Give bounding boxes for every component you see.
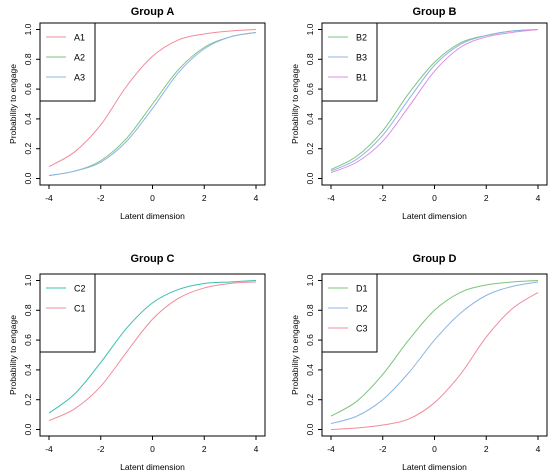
series-line-C3 (330, 291, 539, 431)
y-tick-label: 0.8 (23, 53, 33, 65)
y-tick-label: 1.0 (305, 274, 315, 286)
x-tick-label: -4 (327, 444, 335, 454)
y-tick-label: 0.4 (305, 364, 315, 376)
chart-title: Group A (131, 6, 175, 18)
y-tick-label: 0.0 (305, 423, 315, 435)
series-line-B1 (330, 28, 539, 174)
y-tick-label: 0.2 (305, 143, 315, 155)
x-tick-label: -4 (45, 444, 53, 454)
chart-panel-4: Group D -4 -2 0 2 4 0.0 0.2 0.4 0.6 0.8 1.0 Latent d… (290, 253, 548, 472)
y-tick-label: 0.8 (305, 53, 315, 65)
y-tick-label: 1.0 (23, 274, 33, 286)
x-tick-label: -2 (379, 193, 387, 203)
chart-title: Group C (131, 253, 175, 265)
legend-label: C2 (74, 284, 86, 294)
chart-panel-2: Group B -4 -2 0 2 4 0.0 0.2 0.4 0.6 0.8 1.0 Latent d… (290, 6, 548, 221)
chart-title: Group D (413, 253, 457, 265)
x-tick-label: 4 (536, 444, 541, 454)
x-axis-label: Latent dimension (120, 211, 185, 221)
legend-label: A1 (74, 33, 85, 43)
legend-label: B1 (356, 73, 367, 83)
y-tick-label: 0.4 (23, 113, 33, 125)
x-tick-label: 0 (150, 444, 155, 454)
chart-title: Group B (413, 6, 457, 18)
y-tick-label: 1.0 (305, 23, 315, 35)
x-tick-label: 4 (254, 444, 259, 454)
x-tick-label: -2 (379, 444, 387, 454)
y-tick-label: 0.6 (23, 334, 33, 346)
y-tick-label: 0.0 (23, 423, 33, 435)
legend: D1 D2 C3 (321, 273, 378, 353)
x-tick-label: -2 (97, 444, 105, 454)
series-line-C1 (48, 281, 257, 422)
legend-label: C1 (74, 304, 86, 314)
y-tick-label: 0.0 (305, 172, 315, 184)
legend-label: B3 (356, 53, 367, 63)
x-tick-label: 0 (150, 193, 155, 203)
chart-panel-1: Group A -4 -2 0 2 4 0.0 0.2 0.4 0.6 0.8 1.0 Latent d… (8, 6, 266, 221)
x-axis-label: Latent dimension (402, 211, 467, 221)
legend-box (39, 273, 96, 353)
y-axis-label: Probability to engage (8, 315, 18, 395)
y-axis-label: Probability to engage (290, 315, 300, 395)
series-line-A3 (48, 31, 257, 177)
y-tick-label: 0.4 (305, 113, 315, 125)
y-tick-label: 0.0 (23, 172, 33, 184)
x-tick-label: 4 (254, 193, 259, 203)
x-axis-label: Latent dimension (402, 462, 467, 472)
y-axis-label: Probability to engage (8, 64, 18, 144)
legend-label: D2 (356, 304, 368, 314)
series-line-A1 (48, 28, 257, 168)
legend: A1 A2 A3 (39, 22, 96, 102)
chart-panel-3: Group C -4 -2 0 2 4 0.0 0.2 0.4 0.6 0.8 1.0 Latent d… (8, 253, 266, 472)
legend-box (321, 22, 378, 102)
y-tick-label: 0.8 (305, 304, 315, 316)
x-tick-label: -2 (97, 193, 105, 203)
x-tick-label: 0 (432, 444, 437, 454)
legend-label: A3 (74, 73, 85, 83)
x-axis-label: Latent dimension (120, 462, 185, 472)
legend-label: D1 (356, 284, 368, 294)
y-tick-label: 0.6 (305, 83, 315, 95)
legend-label: A2 (74, 53, 85, 63)
y-tick-label: 0.6 (23, 83, 33, 95)
x-tick-label: 2 (202, 444, 207, 454)
x-tick-label: 2 (484, 444, 489, 454)
legend: B2 B3 B1 (321, 22, 378, 102)
y-tick-label: 1.0 (23, 23, 33, 35)
x-tick-label: 2 (202, 193, 207, 203)
y-tick-label: 0.2 (23, 394, 33, 406)
x-tick-label: -4 (45, 193, 53, 203)
legend-label: B2 (356, 33, 367, 43)
legend-box (39, 22, 96, 102)
legend: C2 C1 (39, 273, 96, 353)
series-line-D2 (330, 281, 539, 425)
y-tick-label: 0.2 (305, 394, 315, 406)
x-tick-label: -4 (327, 193, 335, 203)
y-tick-label: 0.4 (23, 364, 33, 376)
y-tick-label: 0.2 (23, 143, 33, 155)
legend-box (321, 273, 378, 353)
legend-label: C3 (356, 324, 368, 334)
y-tick-label: 0.6 (305, 334, 315, 346)
series-line-C2 (48, 279, 257, 414)
x-tick-label: 4 (536, 193, 541, 203)
series-line-D1 (330, 279, 539, 417)
series-line-B3 (330, 28, 539, 172)
x-tick-label: 2 (484, 193, 489, 203)
y-axis-label: Probability to engage (290, 64, 300, 144)
y-tick-label: 0.8 (23, 304, 33, 316)
x-tick-label: 0 (432, 193, 437, 203)
